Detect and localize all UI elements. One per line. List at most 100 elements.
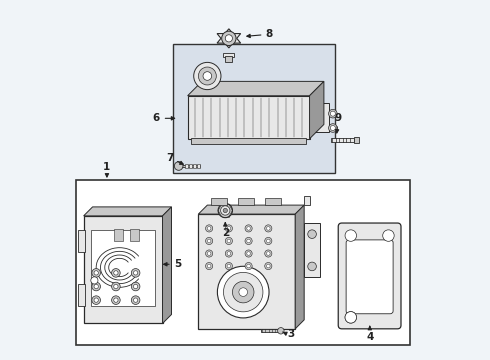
Circle shape (207, 264, 211, 268)
Bar (225, 56, 232, 62)
Circle shape (227, 264, 231, 268)
Circle shape (91, 277, 98, 284)
Circle shape (329, 124, 337, 132)
Polygon shape (295, 205, 304, 329)
FancyBboxPatch shape (338, 223, 401, 329)
Circle shape (114, 298, 118, 302)
Circle shape (267, 252, 270, 255)
Circle shape (205, 250, 213, 257)
Circle shape (94, 284, 98, 289)
Bar (91, 230, 155, 306)
Bar (114, 229, 123, 241)
Text: 3: 3 (287, 329, 294, 339)
Circle shape (133, 284, 138, 289)
Text: 6: 6 (152, 113, 160, 123)
Circle shape (225, 237, 232, 244)
Bar (223, 53, 234, 57)
Circle shape (218, 203, 232, 218)
Bar (354, 137, 359, 143)
Circle shape (114, 284, 118, 289)
Text: 9: 9 (335, 113, 342, 123)
Bar (180, 165, 200, 167)
Polygon shape (310, 81, 324, 139)
Circle shape (207, 239, 211, 243)
Circle shape (383, 230, 394, 241)
Circle shape (345, 312, 357, 323)
Circle shape (133, 298, 138, 302)
Polygon shape (198, 205, 304, 214)
Circle shape (92, 296, 100, 305)
Circle shape (245, 225, 252, 232)
Circle shape (265, 250, 272, 257)
Bar (76, 180, 410, 345)
Bar (193, 164, 196, 168)
Circle shape (207, 226, 211, 230)
Circle shape (267, 239, 270, 243)
Bar (185, 164, 188, 168)
Circle shape (245, 250, 252, 257)
Circle shape (92, 269, 100, 277)
Circle shape (205, 237, 213, 244)
Text: 1: 1 (103, 162, 111, 172)
Bar (197, 164, 200, 168)
Circle shape (112, 269, 120, 277)
Circle shape (131, 282, 140, 291)
Circle shape (114, 271, 118, 275)
Circle shape (308, 230, 317, 238)
Circle shape (330, 111, 335, 116)
Bar (198, 214, 295, 329)
Circle shape (133, 271, 138, 275)
Circle shape (267, 264, 270, 268)
Circle shape (207, 252, 211, 255)
Circle shape (225, 250, 232, 257)
Circle shape (194, 62, 221, 90)
Circle shape (265, 225, 272, 232)
Bar (211, 198, 227, 205)
Text: 4: 4 (366, 332, 373, 342)
Circle shape (247, 264, 250, 268)
Circle shape (329, 109, 337, 118)
Bar (238, 198, 254, 205)
Circle shape (227, 239, 231, 243)
Bar (191, 138, 306, 144)
Circle shape (225, 225, 232, 232)
Text: 7: 7 (167, 153, 174, 163)
Bar (261, 329, 279, 332)
Bar (331, 138, 354, 142)
Circle shape (245, 237, 252, 244)
Circle shape (265, 237, 272, 244)
Text: 5: 5 (174, 259, 181, 269)
Bar (304, 224, 320, 277)
Circle shape (220, 206, 230, 215)
Circle shape (131, 269, 140, 277)
Bar (304, 196, 310, 205)
Circle shape (345, 230, 357, 241)
Circle shape (278, 328, 284, 334)
Circle shape (227, 226, 231, 230)
Circle shape (345, 312, 357, 323)
FancyBboxPatch shape (346, 240, 393, 314)
Polygon shape (163, 207, 172, 323)
Circle shape (174, 162, 183, 170)
Circle shape (308, 262, 317, 271)
Polygon shape (84, 207, 172, 216)
Circle shape (131, 296, 140, 305)
Circle shape (92, 282, 100, 291)
Circle shape (221, 31, 236, 45)
Circle shape (205, 225, 213, 232)
Bar (173, 44, 335, 173)
Bar (188, 96, 310, 139)
Circle shape (232, 282, 254, 303)
Polygon shape (217, 29, 241, 48)
Circle shape (223, 273, 263, 312)
Circle shape (267, 226, 270, 230)
Bar (310, 103, 329, 132)
Circle shape (245, 262, 252, 270)
Circle shape (112, 296, 120, 305)
Circle shape (225, 35, 232, 42)
Circle shape (227, 252, 231, 255)
Polygon shape (188, 81, 324, 96)
Bar (265, 198, 281, 205)
Circle shape (94, 271, 98, 275)
Circle shape (330, 126, 335, 131)
